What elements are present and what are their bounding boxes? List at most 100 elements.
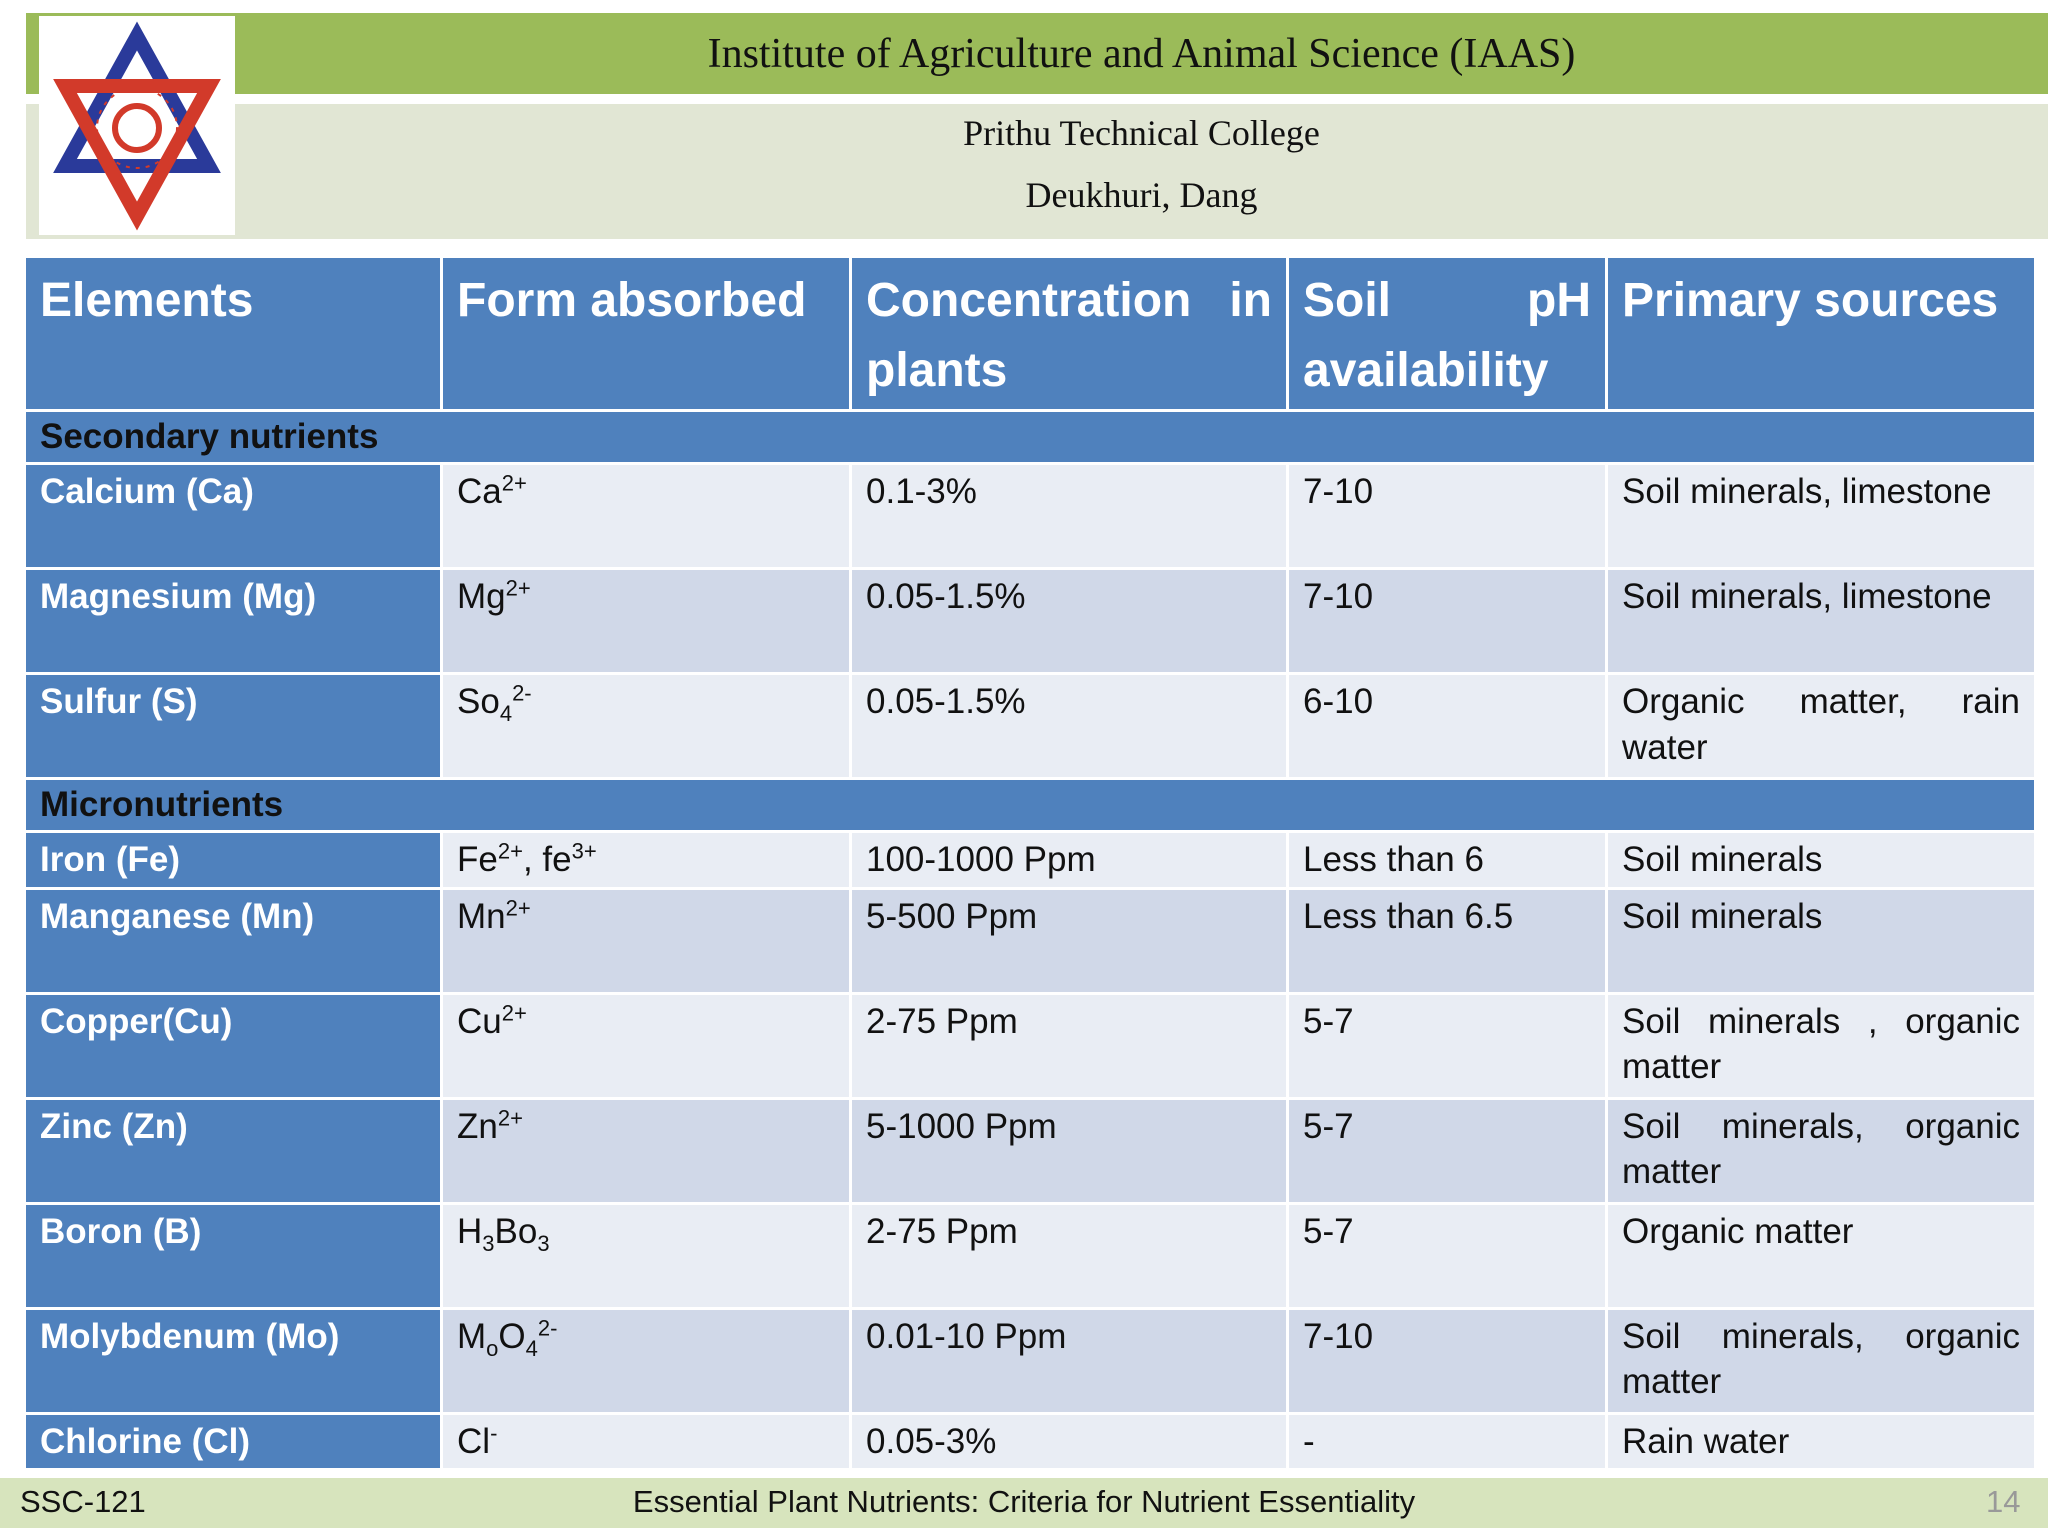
section-row: Micronutrients [26,780,2034,831]
cell-sources: Organic matter, rain water [1608,675,2034,778]
section-label: Secondary nutrients [26,412,2034,463]
cell-ph: 6-10 [1289,675,1605,778]
table-row: Molybdenum (Mo) MoO42- 0.01-10 Ppm 7-10 Soil… [26,1309,2034,1412]
section-label: Micronutrients [26,780,2034,831]
page-number: 14 [1986,1484,2021,1519]
cell-concentration: 0.05-1.5% [852,570,1286,673]
formula-part: Fe [457,840,498,880]
table-row: Iron (Fe) Fe2+, fe3+ 100-1000 Ppm Less than… [26,833,2034,887]
cell-ph: 5-7 [1289,994,1605,1097]
formula-part: 2+ [497,838,523,864]
formula-part: 2- [537,1315,558,1341]
cell-element: Zinc (Zn) [26,1099,440,1202]
cell-concentration: 2-75 Ppm [852,994,1286,1097]
cell-form: Mn2+ [443,889,849,992]
formula-part: o [486,1335,499,1361]
formula-part: H [457,1211,483,1251]
col-header-sources: Primary sources [1608,258,2034,410]
formula-part: 2+ [505,895,531,921]
cell-sources: Soil minerals, organic matter [1608,1309,2034,1412]
cell-concentration: 0.05-1.5% [852,675,1286,778]
cell-sources: Soil minerals, organic matter [1608,1099,2034,1202]
table-row: Chlorine (Cl) Cl- 0.05-3% - Rain water [26,1414,2034,1469]
cell-element: Sulfur (S) [26,675,440,778]
cell-ph: 5-7 [1289,1099,1605,1202]
formula-part: 4 [499,701,513,727]
cell-form: Ca2+ [443,465,849,568]
footer-bar [0,1478,2048,1528]
cell-concentration: 5-500 Ppm [852,889,1286,992]
formula-part: Cl [457,1421,491,1461]
formula-part: Mg [457,577,506,617]
cell-element: Calcium (Ca) [26,465,440,568]
formula-part: M [457,1316,487,1356]
college-name: Prithu Technical College [963,113,1320,153]
cell-form: MoO42- [443,1309,849,1412]
cell-element: Magnesium (Mg) [26,570,440,673]
cell-ph: 5-7 [1289,1204,1605,1307]
col-header-elements: Elements [26,258,440,410]
formula-part: Ca [457,472,502,512]
cell-form: Fe2+, fe3+ [443,833,849,887]
cell-element: Manganese (Mn) [26,889,440,992]
cell-form: Cu2+ [443,994,849,1097]
formula-part: 2+ [501,1000,527,1026]
formula-part: 3 [537,1230,550,1256]
formula-part: 2- [512,680,532,706]
formula-part: - [490,1420,498,1446]
section-row: Secondary nutrients [26,412,2034,463]
cell-concentration: 0.01-10 Ppm [852,1309,1286,1412]
formula-part: O [498,1316,526,1356]
formula-part: 2+ [501,470,527,496]
nutrients-table: Elements Form absorbed Concentration in … [23,255,2037,1471]
cell-form: Mg2+ [443,570,849,673]
formula-part: Bo [494,1211,538,1251]
cell-ph: 7-10 [1289,570,1605,673]
table-row: Magnesium (Mg) Mg2+ 0.05-1.5% 7-10 Soil mine… [26,570,2034,673]
cell-sources: Rain water [1608,1414,2034,1469]
table-row: Calcium (Ca) Ca2+ 0.1-3% 7-10 Soil minerals,… [26,465,2034,568]
formula-part: 3 [482,1230,495,1256]
cell-concentration: 2-75 Ppm [852,1204,1286,1307]
cell-element: Copper(Cu) [26,994,440,1097]
cell-sources: Soil minerals [1608,833,2034,887]
cell-form: Cl- [443,1414,849,1469]
cell-sources: Soil minerals , organic matter [1608,994,2034,1097]
formula-part: 2+ [497,1105,523,1131]
table-row: Copper(Cu) Cu2+ 2-75 Ppm 5-7 Soil minerals ,… [26,994,2034,1097]
cell-form: Zn2+ [443,1099,849,1202]
cell-element: Chlorine (Cl) [26,1414,440,1469]
col-header-ph: Soil pH availability [1289,258,1605,410]
formula-part: 2+ [505,575,531,601]
table-row: Manganese (Mn) Mn2+ 5-500 Ppm Less than 6.5… [26,889,2034,992]
course-code: SSC-121 [20,1484,146,1519]
formula-part: Cu [457,1001,502,1041]
formula-part: Mn [457,896,506,936]
cell-concentration: 0.05-3% [852,1414,1286,1469]
cell-element: Molybdenum (Mo) [26,1309,440,1412]
cell-sources: Organic matter [1608,1204,2034,1307]
cell-concentration: 5-1000 Ppm [852,1099,1286,1202]
cell-ph: Less than 6 [1289,833,1605,887]
cell-ph: 7-10 [1289,1309,1605,1412]
cell-ph: 7-10 [1289,465,1605,568]
cell-element: Iron (Fe) [26,833,440,887]
cell-form: So42- [443,675,849,778]
formula-part: So [457,682,500,722]
table-header-row: Elements Form absorbed Concentration in … [26,258,2034,410]
col-header-concentration: Concentration in plants [852,258,1286,410]
university-logo [39,16,235,235]
formula-part: Zn [457,1106,498,1146]
cell-ph: - [1289,1414,1605,1469]
table-row: Zinc (Zn) Zn2+ 5-1000 Ppm 5-7 Soil minerals,… [26,1099,2034,1202]
header-bar [26,13,2048,94]
formula-part: 4 [525,1335,538,1361]
col-header-form: Form absorbed [443,258,849,410]
institute-title: Institute of Agriculture and Animal Scie… [707,30,1576,77]
cell-ph: Less than 6.5 [1289,889,1605,992]
formula-part: 3+ [571,838,597,864]
college-location: Deukhuri, Dang [1025,175,1258,215]
table-row: Sulfur (S) So42- 0.05-1.5% 6-10 Organic matt… [26,675,2034,778]
cell-sources: Soil minerals, limestone [1608,465,2034,568]
subheader-bar [26,104,2048,239]
